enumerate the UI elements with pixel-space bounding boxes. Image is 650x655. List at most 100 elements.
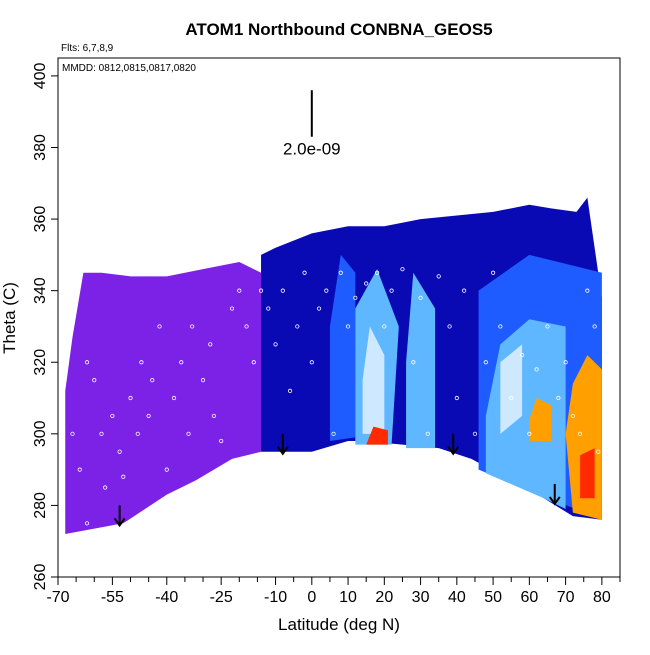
- sample-point: [295, 324, 300, 329]
- data-field: [65, 197, 602, 535]
- sample-point: [447, 324, 452, 329]
- x-tick-label: 80: [593, 589, 611, 606]
- sample-point: [139, 360, 144, 365]
- sample-point: [190, 324, 195, 329]
- sample-point: [229, 306, 235, 311]
- sample-point: [135, 431, 140, 436]
- sample-point: [110, 413, 115, 419]
- sample-point: [418, 295, 423, 300]
- sample-point: [121, 474, 126, 479]
- arrow: [113, 505, 126, 528]
- sample-point: [146, 413, 151, 419]
- x-tick-label: 50: [484, 589, 502, 606]
- sample-point: [164, 467, 169, 472]
- sample-point: [389, 288, 394, 293]
- sample-point: [400, 267, 405, 272]
- sample-point: [84, 360, 90, 365]
- field-region-pale_blue: [500, 344, 523, 434]
- x-tick-label: 20: [375, 589, 393, 606]
- x-tick-label: -55: [101, 589, 124, 606]
- axes: -70 -55 -40 -25 -10 0 10 20 30 40 50 60 70 80 260 280 30…: [32, 62, 621, 606]
- arrow: [548, 483, 561, 506]
- field-region-purple: [65, 262, 262, 535]
- sample-point: [472, 431, 478, 436]
- x-axis-label: Latitude (deg N): [278, 615, 400, 634]
- y-tick-label: 340: [32, 277, 49, 304]
- sample-point: [353, 295, 358, 300]
- x-tick-label: 0: [307, 589, 316, 606]
- sample-point: [316, 306, 322, 311]
- sample-point: [324, 288, 329, 293]
- field-region-red: [580, 448, 595, 499]
- sample-point: [117, 449, 122, 454]
- y-tick-label: 380: [32, 134, 49, 161]
- sample-point: [596, 449, 601, 454]
- field-region-orange: [529, 398, 552, 441]
- sample-point: [179, 360, 184, 365]
- sample-point: [411, 360, 416, 365]
- sample-point: [436, 274, 441, 279]
- sample-point: [534, 367, 539, 372]
- sample-point: [128, 395, 133, 401]
- x-tick-label: 70: [557, 589, 575, 606]
- sample-point: [556, 395, 561, 401]
- arrow: [447, 433, 460, 456]
- x-tick-label: 40: [448, 589, 466, 606]
- sample-point: [186, 431, 191, 436]
- field-region-blue: [329, 254, 356, 441]
- sample-point: [338, 270, 343, 275]
- x-tick-label: -70: [46, 589, 69, 606]
- sample-point: [425, 431, 430, 436]
- x-tick-label: 10: [339, 589, 357, 606]
- sample-point: [171, 395, 177, 401]
- arrow-head: [113, 517, 126, 528]
- sample-point: [382, 324, 387, 329]
- sample-point: [527, 431, 532, 436]
- sample-point: [592, 324, 597, 329]
- sample-point: [103, 485, 108, 490]
- sample-point: [374, 270, 380, 275]
- y-tick-label: 400: [32, 62, 49, 89]
- y-tick-label: 280: [32, 492, 49, 519]
- sample-point: [345, 324, 351, 329]
- sample-point: [461, 288, 467, 293]
- sample-point: [157, 324, 162, 329]
- sample-point: [273, 342, 278, 347]
- y-tick-label: 320: [32, 349, 49, 376]
- arrows: [113, 433, 561, 528]
- dates-annotation: MMDD: 0812,0815,0817,0820: [62, 63, 196, 74]
- sample-point: [208, 342, 213, 347]
- sample-point: [570, 413, 575, 419]
- sample-point: [244, 324, 249, 329]
- arrow: [276, 433, 289, 456]
- sample-point: [509, 395, 514, 401]
- sample-point: [287, 388, 293, 393]
- field-region-red: [366, 426, 388, 445]
- arrow-head: [276, 446, 289, 456]
- sample-point: [84, 521, 90, 526]
- sample-point: [70, 431, 75, 436]
- sample-point: [258, 288, 264, 293]
- sample-point: [77, 467, 82, 472]
- chart-title: ATOM1 Northbound CONBNA_GEOS5: [185, 20, 492, 39]
- sample-point: [211, 413, 217, 419]
- x-tick-label: 60: [520, 589, 538, 606]
- sample-point: [563, 360, 568, 365]
- sample-point: [520, 352, 525, 358]
- flights-annotation: Flts: 6,7,8,9: [61, 43, 114, 54]
- scale-label: 2.0e-09: [283, 140, 341, 159]
- sample-point: [280, 288, 285, 293]
- sample-point: [498, 324, 503, 329]
- sample-point: [483, 360, 488, 365]
- y-tick-label: 360: [32, 206, 49, 233]
- arrow-head: [447, 446, 460, 456]
- x-tick-label: -10: [264, 589, 287, 606]
- sample-point: [585, 288, 590, 293]
- field-region-light_blue: [406, 272, 436, 449]
- sample-point: [266, 306, 271, 311]
- field-region-pale_blue: [362, 326, 385, 434]
- sample-points: [70, 267, 601, 526]
- plot-frame: [57, 57, 621, 578]
